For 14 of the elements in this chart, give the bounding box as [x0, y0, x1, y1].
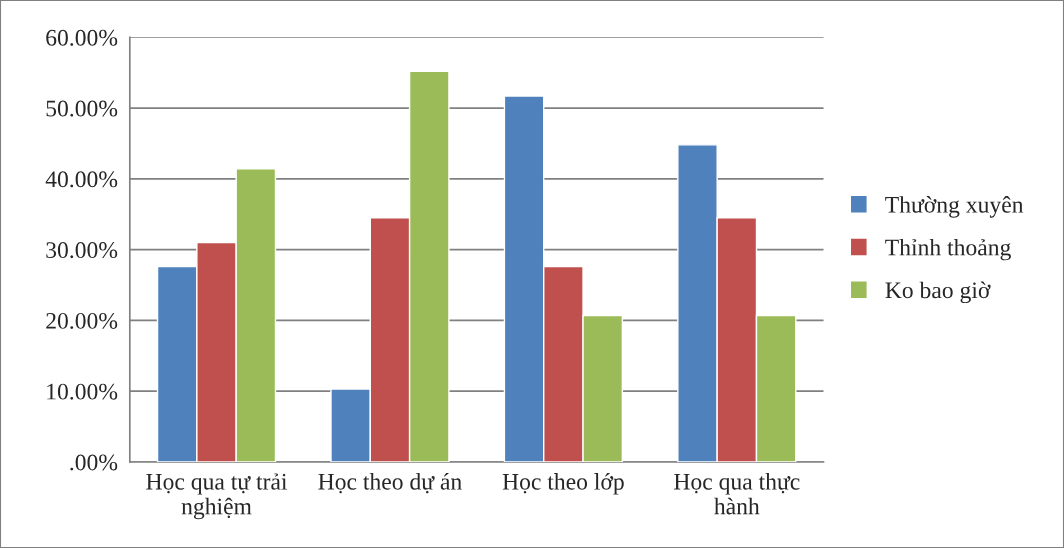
y-tick-label: 10.00% — [47, 383, 118, 400]
y-tick-label: 40.00% — [45, 171, 118, 188]
legend-label: Thỉnh thoảng — [885, 238, 1011, 261]
y-tick-label: 30.00% — [46, 242, 118, 259]
y-tick-label: 20.00% — [46, 312, 118, 329]
x-tick-label: Học theo lớp — [502, 473, 624, 495]
legend-label: Thường xuyên — [885, 196, 1024, 218]
legend-label: Ko bao giờ — [885, 281, 991, 304]
x-tick-label: Học qua thực hành — [674, 473, 800, 515]
y-tick-label: 50.00% — [46, 100, 118, 117]
x-tick-label: Học theo dự án — [318, 473, 462, 494]
x-tick-label: Học qua tự trải nghiệm — [146, 473, 288, 520]
y-tick-label: 60.00% — [46, 29, 118, 46]
y-tick-label: .00% — [70, 454, 118, 471]
